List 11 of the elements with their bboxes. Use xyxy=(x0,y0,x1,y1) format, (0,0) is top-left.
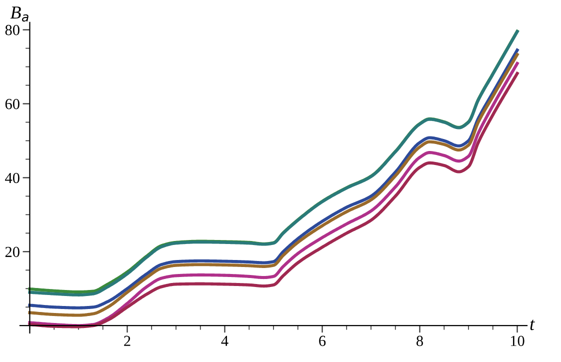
y-tick-label: 20 xyxy=(5,246,20,258)
x-tick-label: 4 xyxy=(221,336,228,346)
y-axis-title: B$_{a}$ xyxy=(10,6,28,22)
y-tick-label: 80 xyxy=(5,24,20,36)
y-tick-label: 60 xyxy=(5,98,20,110)
y-tick-label: 40 xyxy=(5,172,20,184)
x-tick-label: 2 xyxy=(124,336,130,346)
x-tick-label: 6 xyxy=(319,336,326,346)
x-tick-label: 8 xyxy=(416,336,423,346)
x-tick-label: 10 xyxy=(510,336,524,346)
x-axis-title: t xyxy=(530,320,535,330)
